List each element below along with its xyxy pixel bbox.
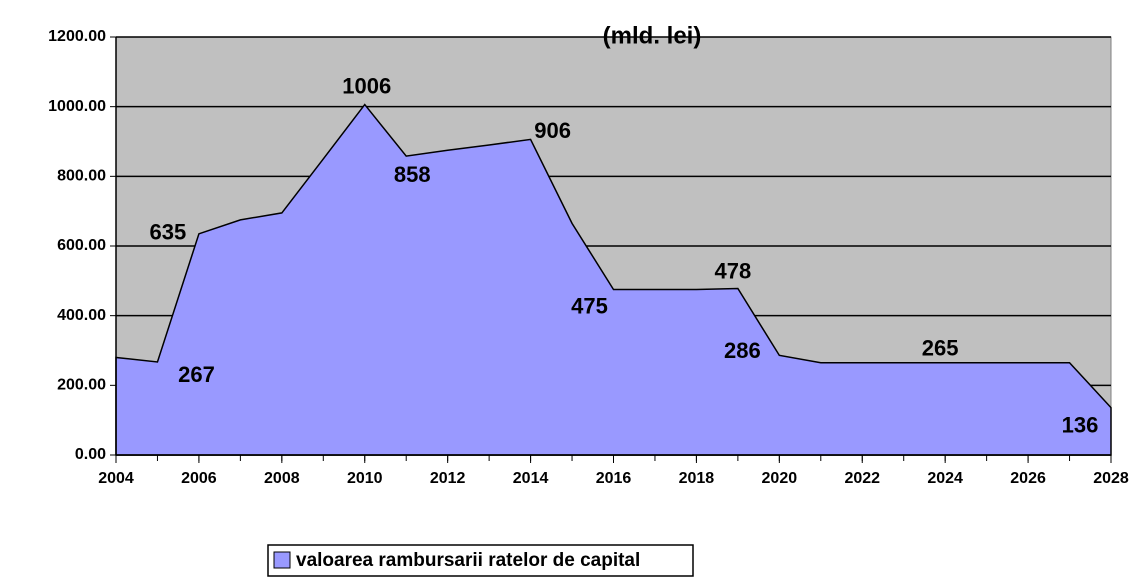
data-label: 265	[922, 336, 959, 361]
x-tick-label: 2004	[98, 470, 134, 487]
x-tick-label: 2020	[762, 470, 798, 487]
legend-swatch	[273, 551, 291, 569]
data-label: 136	[1062, 412, 1099, 437]
data-label: 635	[150, 220, 187, 245]
data-label: 286	[724, 338, 761, 363]
data-label: 478	[715, 258, 752, 283]
data-label: 858	[394, 162, 431, 187]
y-tick-label: 1000.00	[48, 98, 106, 115]
y-tick-label: 200.00	[57, 377, 106, 394]
x-tick-label: 2026	[1010, 470, 1046, 487]
x-tick-label: 2008	[264, 470, 300, 487]
y-tick-label: 600.00	[57, 237, 106, 254]
x-tick-label: 2022	[844, 470, 880, 487]
x-tick-label: 2006	[181, 470, 217, 487]
x-tick-label: 2016	[596, 470, 632, 487]
data-label: 475	[571, 293, 608, 318]
area	[115, 103, 1112, 456]
x-tick-label: 2018	[679, 470, 715, 487]
x-tick-label: 2024	[927, 470, 963, 487]
y-tick-label: 0.00	[75, 446, 106, 463]
y-tick-label: 1200.00	[48, 28, 106, 45]
x-tick-label: 2014	[513, 470, 549, 487]
chart-title: (mld. lei)	[603, 22, 702, 49]
legend	[267, 544, 694, 577]
x-tick-label: 2012	[430, 470, 466, 487]
data-label: 906	[534, 118, 571, 143]
legend-label: valoarea rambursarii ratelor de capital	[296, 550, 640, 571]
y-tick-label: 400.00	[57, 307, 106, 324]
x-tick-label: 2028	[1093, 470, 1129, 487]
x-tick-label: 2010	[347, 470, 383, 487]
data-label: 1006	[342, 73, 391, 98]
data-label: 267	[178, 362, 215, 387]
y-tick-label: 800.00	[57, 168, 106, 185]
